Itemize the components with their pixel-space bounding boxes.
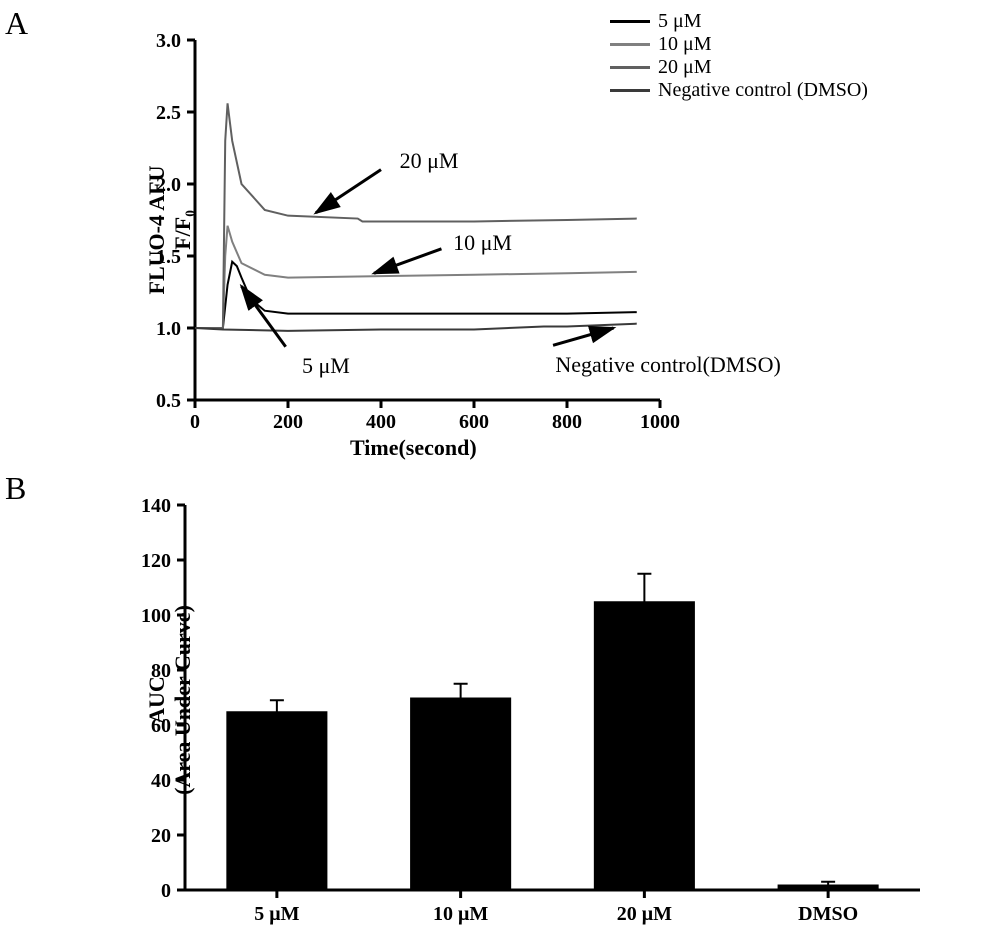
legend-swatch (610, 43, 650, 46)
svg-text:600: 600 (459, 411, 489, 433)
svg-text:140: 140 (141, 495, 171, 517)
legend-item: 20 μM (610, 56, 868, 79)
y-axis-label: FLUO-4 AFU F/F₀ (144, 90, 196, 370)
legend-label: 5 μM (658, 10, 702, 33)
legend-label: 10 μM (658, 33, 712, 56)
legend-item: 5 μM (610, 10, 868, 33)
legend-swatch (610, 20, 650, 23)
svg-text:200: 200 (273, 411, 303, 433)
legend-item: 10 μM (610, 33, 868, 56)
svg-text:5 μM: 5 μM (254, 903, 299, 925)
panel-a-label: A (5, 5, 28, 42)
svg-text:DMSO: DMSO (798, 903, 858, 925)
legend-swatch (610, 89, 650, 92)
svg-text:1000: 1000 (640, 411, 680, 433)
x-axis-label: Time(second) (350, 435, 477, 461)
svg-text:20 μM: 20 μM (617, 903, 672, 925)
svg-text:400: 400 (366, 411, 396, 433)
legend-label: Negative control (DMSO) (658, 79, 868, 102)
y-axis-label-b: AUC (Area Under Curve) (144, 520, 196, 880)
svg-text:0: 0 (190, 411, 200, 433)
legend-swatch (610, 66, 650, 69)
chart-annotation: 5 μM (302, 353, 350, 379)
legend: 5 μM10 μM20 μMNegative control (DMSO) (610, 10, 868, 102)
panel-b-chart: 0204060801001201405 μM10 μM20 μMDMSO AUC… (40, 490, 960, 945)
chart-annotation: 20 μM (400, 148, 459, 174)
panel-a-chart: 020040060080010000.51.01.52.02.53.0 5 μM… (40, 10, 960, 460)
svg-text:0.5: 0.5 (156, 390, 181, 412)
svg-text:0: 0 (161, 880, 171, 902)
legend-item: Negative control (DMSO) (610, 79, 868, 102)
chart-annotation: 10 μM (453, 230, 512, 256)
legend-label: 20 μM (658, 56, 712, 79)
panel-b-label: B (5, 470, 26, 507)
svg-text:800: 800 (552, 411, 582, 433)
chart-annotation: Negative control(DMSO) (555, 352, 780, 378)
svg-text:3.0: 3.0 (156, 30, 181, 52)
svg-text:10 μM: 10 μM (433, 903, 488, 925)
